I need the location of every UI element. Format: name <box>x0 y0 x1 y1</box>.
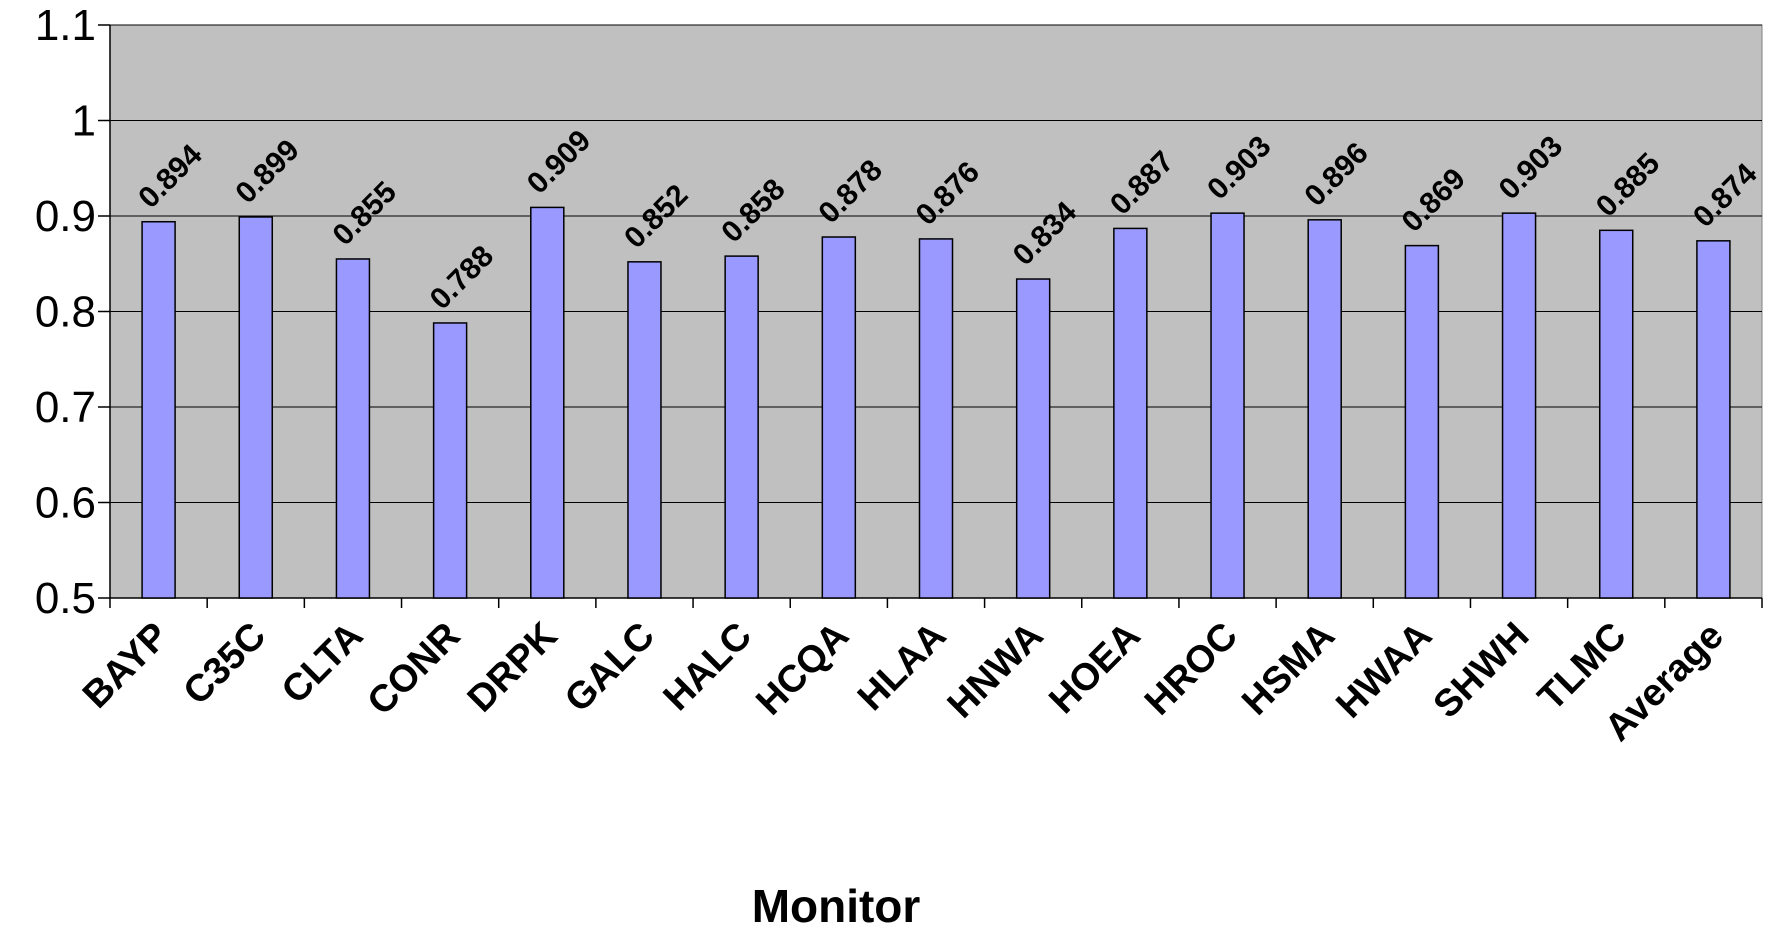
y-tick-label: 1 <box>72 97 96 146</box>
bar-hwaa <box>1404 244 1440 599</box>
bar-bayp <box>141 220 176 599</box>
bar-hlaa <box>918 238 954 599</box>
x-axis-title: Monitor <box>752 880 921 932</box>
y-tick-label: 0.8 <box>35 288 96 337</box>
x-tick-label: HLAA <box>850 615 954 719</box>
x-tick-label: CLTA <box>274 615 371 712</box>
y-tick-label: 0.5 <box>35 574 96 623</box>
x-tick-label: BAYP <box>75 615 177 717</box>
x-tick-label: HALC <box>656 615 760 719</box>
x-tick-label: C35C <box>176 615 274 713</box>
bar-clta <box>335 258 371 599</box>
bar-hcqa <box>821 236 857 599</box>
x-tick-label: HCQA <box>748 615 857 724</box>
bar-galc <box>627 261 662 599</box>
y-tick-label: 0.9 <box>35 192 96 241</box>
x-tick-label: SHWH <box>1426 615 1538 727</box>
bar-tlmc <box>1598 229 1634 599</box>
y-axis: 0.5 0.6 0.7 0.8 0.9 1 1.1 <box>35 1 111 623</box>
bar-halc <box>724 255 759 599</box>
x-tick-label: CONR <box>360 615 469 724</box>
x-tick-label: HNWA <box>940 615 1052 727</box>
bar-hoea <box>1113 227 1148 599</box>
bar-c35c <box>238 216 274 599</box>
bar-shwh <box>1501 212 1537 599</box>
x-tick-label: HOEA <box>1041 615 1148 722</box>
x-tick-label: HROC <box>1137 615 1246 724</box>
y-tick-label: 0.7 <box>35 383 96 432</box>
y-tick-label: 0.6 <box>35 479 96 528</box>
y-tick-label: 1.1 <box>35 1 96 50</box>
x-tick-label: GALC <box>557 615 663 721</box>
bar-hnwa <box>1015 278 1051 599</box>
bar-drpk <box>530 206 565 599</box>
gridlines <box>110 24 1762 503</box>
x-tick-label: HSMA <box>1234 615 1343 724</box>
x-tick-label: HWAA <box>1328 615 1440 727</box>
bar-average <box>1696 240 1731 599</box>
bar-hsma <box>1307 219 1342 599</box>
x-tick-label: DRPK <box>460 614 566 720</box>
bar-hroc <box>1210 212 1245 599</box>
bar-conr <box>432 322 468 599</box>
bars <box>141 206 1731 599</box>
